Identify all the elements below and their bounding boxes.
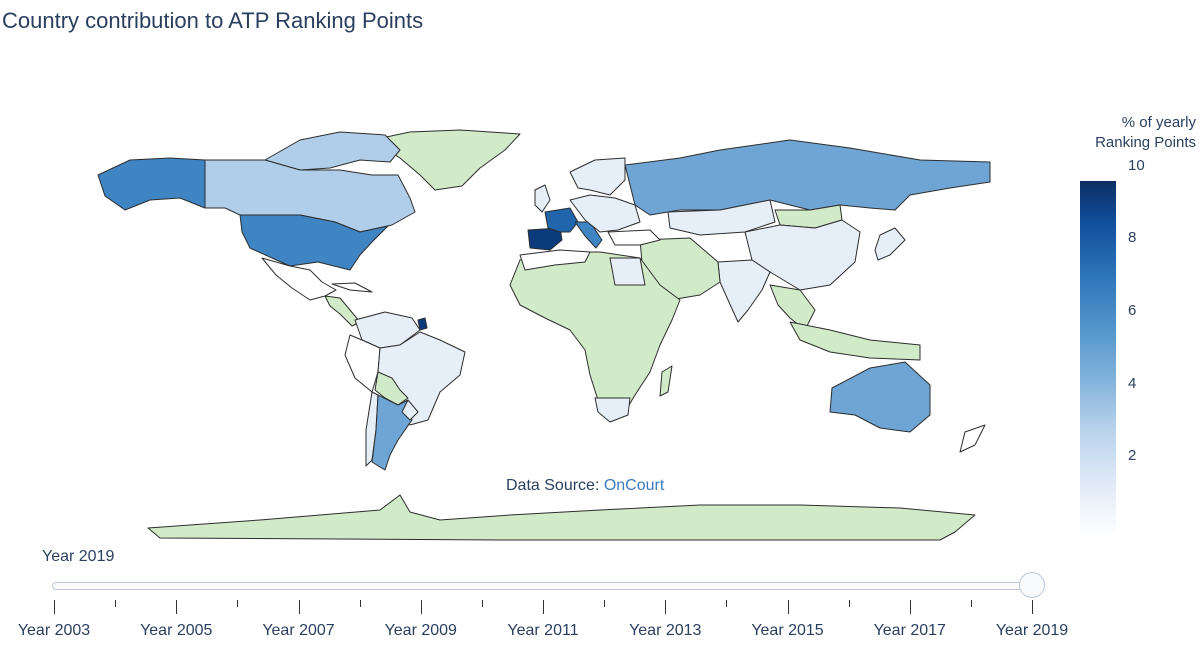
slider-step-label[interactable]: Year 2005 xyxy=(140,622,213,639)
country-uruguay[interactable] xyxy=(401,399,419,421)
colorbar-tick: 4 xyxy=(1128,375,1137,392)
world-choropleth-map[interactable] xyxy=(0,0,1060,545)
year-slider-track[interactable] xyxy=(52,582,1034,590)
colorbar-title-line2: Ranking Points xyxy=(1095,134,1196,151)
slider-major-tick xyxy=(1032,600,1033,614)
year-slider-handle[interactable] xyxy=(1019,572,1045,598)
country-north-africa[interactable] xyxy=(519,249,591,271)
slider-major-tick xyxy=(420,600,422,614)
slider-major-tick xyxy=(298,600,300,614)
country-india[interactable] xyxy=(717,259,771,323)
country-africa[interactable] xyxy=(509,251,681,421)
country-cuba[interactable] xyxy=(331,282,373,293)
slider-minor-tick xyxy=(359,600,361,607)
country-central-america[interactable] xyxy=(324,295,361,327)
slider-step-label[interactable]: Year 2013 xyxy=(629,622,702,639)
slider-step-label[interactable]: Year 2017 xyxy=(873,622,946,639)
slider-minor-tick xyxy=(970,600,972,607)
country-russia[interactable] xyxy=(624,139,991,216)
country-usa[interactable] xyxy=(239,214,389,271)
country-kazakhstan[interactable] xyxy=(667,199,776,236)
country-uk[interactable] xyxy=(534,184,551,213)
slider-major-tick xyxy=(543,600,544,614)
slider-minor-tick xyxy=(115,600,117,607)
slider-minor-tick xyxy=(848,600,850,607)
colorbar-tick: 6 xyxy=(1128,302,1137,319)
slider-step-label[interactable]: Year 2007 xyxy=(262,622,335,639)
slider-minor-tick xyxy=(726,600,728,607)
country-bolivia-paraguay[interactable] xyxy=(374,371,409,406)
country-new-zealand[interactable] xyxy=(959,424,986,453)
slider-step-label[interactable]: Year 2011 xyxy=(507,622,579,639)
data-source-annotation: Data Source: OnCourt xyxy=(506,477,664,495)
country-indonesia[interactable] xyxy=(789,321,921,361)
country-usa-alaska[interactable] xyxy=(97,157,206,211)
colorbar-gradient xyxy=(1080,181,1116,537)
country-antarctica[interactable] xyxy=(147,494,976,541)
country-central-europe[interactable] xyxy=(569,194,641,233)
slider-minor-tick xyxy=(237,600,239,607)
country-greenland[interactable] xyxy=(371,129,521,191)
country-canada-islands[interactable] xyxy=(264,131,401,171)
country-australia[interactable] xyxy=(829,361,931,433)
country-argentina[interactable] xyxy=(371,394,413,471)
slider-step-label[interactable]: Year 2019 xyxy=(995,622,1069,639)
country-french-guiana[interactable] xyxy=(417,317,428,331)
colorbar-title-line1: % of yearly xyxy=(1121,114,1196,131)
slider-major-tick xyxy=(54,600,55,614)
colorbar-title: % of yearly Ranking Points xyxy=(1080,113,1196,153)
colorbar-tick: 2 xyxy=(1128,447,1137,464)
country-scandinavia[interactable] xyxy=(569,157,626,196)
slider-current-label: Year 2019 xyxy=(42,548,115,565)
country-peru[interactable] xyxy=(344,334,381,393)
chart-title: Country contribution to ATP Ranking Poin… xyxy=(2,8,424,33)
slider-major-tick xyxy=(176,600,178,614)
slider-major-tick xyxy=(787,600,789,614)
data-source-prefix: Data Source: xyxy=(506,477,604,494)
slider-step-label[interactable]: Year 2009 xyxy=(384,622,457,639)
year-slider-ticks: Year 2003 Year 2005 Year 2007 Year 2009 Year… xyxy=(0,600,1200,650)
country-egypt[interactable] xyxy=(609,257,646,286)
slider-minor-tick xyxy=(604,600,606,607)
country-south-africa[interactable] xyxy=(594,397,631,423)
data-source-link[interactable]: OnCourt xyxy=(603,477,665,494)
country-madagascar[interactable] xyxy=(659,365,673,397)
slider-step-label[interactable]: Year 2015 xyxy=(751,622,824,639)
colorbar-tick: 8 xyxy=(1128,229,1137,246)
slider-minor-tick xyxy=(481,600,483,607)
slider-major-tick xyxy=(909,600,911,614)
colorbar-tick: 10 xyxy=(1128,157,1145,174)
slider-major-tick xyxy=(665,600,667,614)
country-turkey[interactable] xyxy=(607,229,661,246)
colorbar: % of yearly Ranking Points 10 8 6 4 2 xyxy=(1080,113,1198,537)
country-france[interactable] xyxy=(544,207,579,233)
slider-step-label[interactable]: Year 2003 xyxy=(17,622,91,639)
country-mexico[interactable] xyxy=(261,257,337,301)
country-japan[interactable] xyxy=(874,227,906,261)
country-canada[interactable] xyxy=(204,159,416,233)
